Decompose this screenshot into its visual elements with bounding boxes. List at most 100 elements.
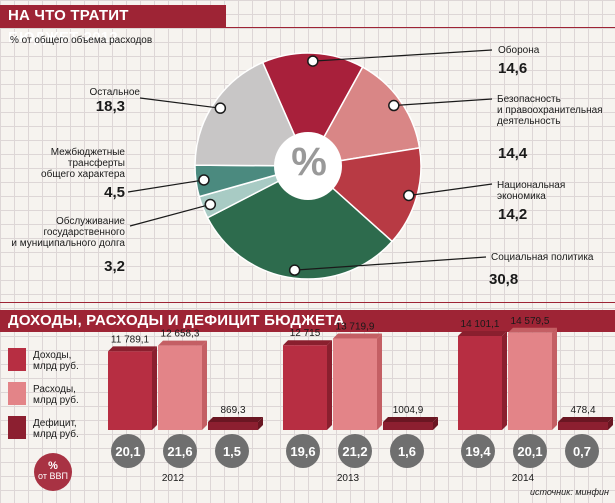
bar-side-2012-0: [152, 346, 157, 430]
pie-hole: [274, 132, 342, 200]
bar-2014-0: [458, 335, 502, 430]
year-label-2013: 2013: [337, 473, 360, 484]
year-label-2012: 2012: [162, 473, 185, 484]
bar-top-2014-0: [458, 330, 507, 336]
title-rule: [0, 27, 615, 28]
label-economy-name-2: экономика: [497, 191, 546, 202]
bar-section-title: ДОХОДЫ, РАСХОДЫ И ДЕФИЦИТ БЮДЖЕТА: [0, 310, 615, 332]
leader-line-defense: [312, 49, 493, 62]
legend-deficit-label-1: Дефицит,: [33, 418, 77, 429]
label-economy-name-1: Национальная: [497, 180, 566, 191]
bar-top-2012-0: [108, 346, 157, 352]
section-divider: [0, 302, 615, 303]
bar-value-label-2014-2: 478,4: [570, 405, 595, 416]
bar-side-2014-1: [552, 327, 557, 430]
bar-2012-1: [158, 345, 202, 430]
label-defense-name: Оборона: [498, 45, 540, 56]
label-security-name-1: Безопасность: [497, 94, 561, 105]
bar-2013-1: [333, 338, 377, 430]
legend-expense-swatch: [8, 382, 26, 405]
bar-top-2013-0: [283, 340, 332, 346]
legend-expense-label-2: млрд руб.: [33, 395, 79, 406]
bar-top-2014-1: [508, 327, 557, 333]
label-municipal-name-2: государственного: [43, 227, 125, 238]
legend-deficit-swatch: [8, 416, 26, 439]
legend-deficit-label-2: млрд руб.: [33, 429, 79, 440]
label-transfers-name-1: Межбюджетные: [50, 147, 125, 158]
bar-2012-0: [108, 351, 152, 430]
leader-line-misc: [139, 97, 221, 109]
bar-side-2014-0: [502, 330, 507, 430]
leader-line-transfers: [127, 179, 205, 193]
legend-expense-label-1: Расходы,: [33, 384, 76, 395]
leader-line-social: [294, 256, 487, 271]
label-misc-name: Остальное: [89, 87, 141, 98]
leader-dot-municipal: [204, 198, 217, 211]
leader-line-economy: [408, 183, 493, 197]
gdp-value-2012-2: 1,5: [223, 444, 241, 459]
year-label-2014: 2014: [512, 473, 535, 484]
leader-dot-economy: [403, 189, 415, 202]
label-transfers-value: 4,5: [104, 184, 125, 201]
label-social-value: 30,8: [489, 271, 519, 288]
source-note: источник: минфин: [530, 487, 609, 497]
pie-slice-security: [306, 66, 421, 167]
gdp-badge: % от ВВП: [34, 453, 72, 491]
pie-slice-defense: [261, 52, 364, 168]
bar-value-label-2013-1: 13 719,9: [336, 322, 375, 333]
gdp-value-2012-1: 21,6: [167, 444, 192, 459]
gdp-badge-text: от ВВП: [38, 471, 68, 481]
bar-value-label-2013-0: 12 715: [290, 328, 321, 339]
gdp-circle-2012-2: [215, 434, 249, 468]
bar-side-2013-1: [377, 333, 382, 430]
leader-dot-transfers: [198, 174, 210, 186]
gdp-value-2013-1: 21,2: [342, 444, 367, 459]
bar-2012-2: [208, 422, 258, 430]
label-economy-value: 14,2: [498, 206, 528, 223]
gdp-circle-2013-0: [286, 434, 320, 468]
bar-top-2014-2: [558, 417, 613, 422]
bar-value-label-2014-1: 14 579,5: [511, 316, 550, 327]
leader-line-security: [393, 98, 493, 107]
bar-value-label-2012-0: 11 789,1: [111, 334, 150, 345]
label-social-name: Социальная политика: [491, 252, 594, 263]
leader-dot-security: [388, 99, 400, 112]
pie-section-title: НА ЧТО ТРАТИТ БЮДЖЕТ-2012: [0, 5, 226, 46]
gdp-circle-2013-1: [338, 434, 372, 468]
gdp-value-2014-2: 0,7: [573, 444, 591, 459]
gdp-value-2012-0: 20,1: [115, 444, 140, 459]
bar-side-2013-0: [327, 340, 332, 430]
gdp-circle-2014-2: [565, 434, 599, 468]
bar-top-2013-2: [383, 417, 438, 422]
leader-dot-misc: [214, 102, 227, 114]
gdp-circle-2014-0: [461, 434, 495, 468]
gdp-circle-2012-1: [163, 434, 197, 468]
bar-value-label-2012-1: 12 658,3: [161, 329, 200, 340]
label-municipal-value: 3,2: [104, 258, 125, 275]
pie-subtitle: % от общего объема расходов: [10, 35, 153, 46]
gdp-value-2014-1: 20,1: [517, 444, 542, 459]
legend-income-label-1: Доходы,: [33, 350, 72, 361]
gdp-badge-symbol: %: [48, 460, 58, 472]
label-transfers-name-2: трансферты: [67, 158, 125, 169]
leader-line-municipal: [129, 203, 211, 227]
gdp-value-2014-0: 19,4: [465, 444, 491, 459]
bar-value-label-2013-2: 1004,9: [393, 405, 424, 416]
bar-side-2012-1: [202, 340, 207, 430]
leader-dot-social: [288, 264, 301, 276]
label-municipal-name-3: и муниципального долга: [11, 238, 125, 249]
label-security-value: 14,4: [498, 145, 528, 162]
pie-center-symbol: %: [291, 140, 327, 184]
bar-side-2014-2: [608, 417, 613, 430]
bar-2014-1: [508, 332, 552, 430]
label-misc-value: 18,3: [95, 98, 125, 115]
bar-value-label-2014-0: 14 101,1: [461, 319, 500, 330]
bar-2014-2: [558, 422, 608, 430]
gdp-value-2013-2: 1,6: [398, 444, 416, 459]
bar-2013-2: [383, 422, 433, 430]
pie-slice-misc: [194, 61, 310, 167]
legend-income-label-2: млрд руб.: [33, 361, 79, 372]
leader-dot-defense: [307, 55, 319, 67]
